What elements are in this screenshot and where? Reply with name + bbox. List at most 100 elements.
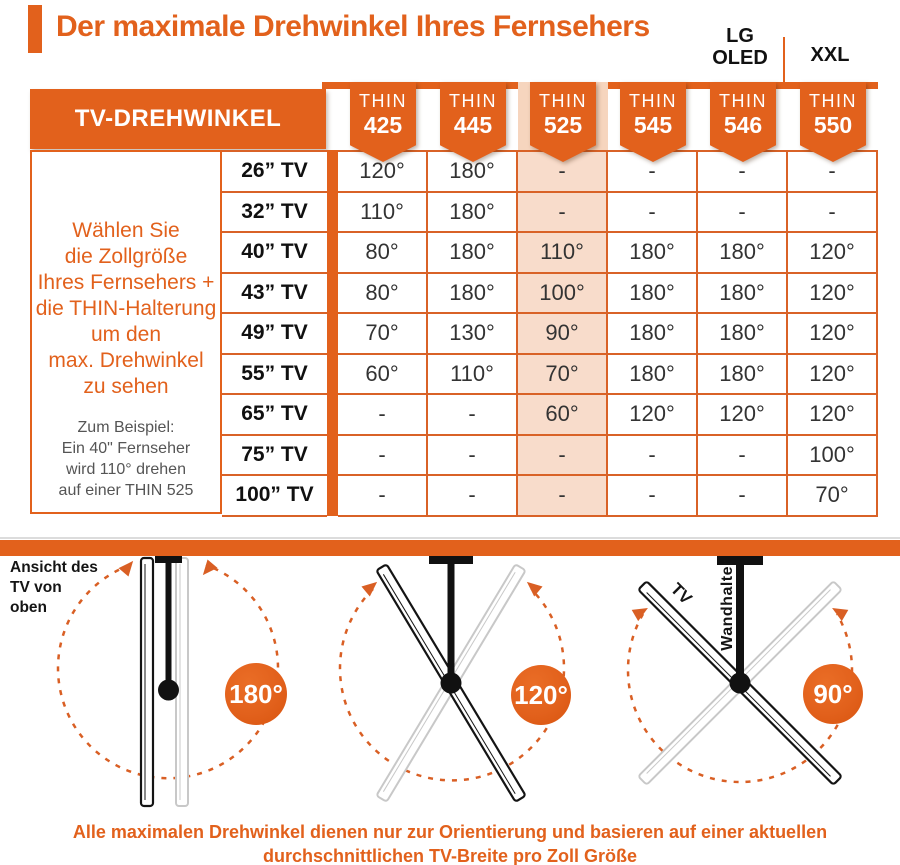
rotation-diagrams-svg (56, 556, 854, 808)
sidebar-instruction: Wählen Sie die Zollgröße Ihres Fernseher… (35, 219, 217, 399)
footer-note: Alle maximalen Drehwinkel dienen nur zur… (72, 822, 828, 865)
angle-cell: 110° (338, 192, 428, 233)
angle-cell: - (338, 476, 428, 517)
angle-table: 120° 180° - - - -110° 180° - - - -80° 180° 110° 180° 1… (338, 150, 878, 517)
angle-badge-180: 180° (225, 663, 287, 725)
angle-cell: 180° (608, 314, 698, 355)
view-from-above-label: Ansicht des TV von oben (10, 559, 98, 617)
angle-cell: 120° (788, 314, 878, 355)
angle-cell: 120° (338, 152, 428, 193)
ribbon: THIN 546 (710, 82, 776, 162)
angle-cell: 180° (698, 314, 788, 355)
wall-mount-arm (736, 559, 744, 683)
angle-cell: - (428, 395, 518, 436)
angle-cell: 70° (788, 476, 878, 517)
angle-cell: 180° (428, 233, 518, 274)
tv-ghost-position (175, 557, 189, 807)
angle-cell: 60° (338, 354, 428, 395)
angle-badge-90: 90° (803, 664, 863, 724)
angle-cell: - (608, 192, 698, 233)
diagram-90 (626, 556, 854, 785)
diagram-180 (56, 556, 280, 808)
angle-cell: 110° (518, 233, 608, 274)
row-label: 55” TV (222, 354, 327, 395)
table-divider-bar (327, 150, 338, 516)
tv-size-column: 26” TV 32” TV 40” TV 43” TV 49” TV 55” TV 65” … (222, 150, 327, 517)
angle-cell: 180° (428, 152, 518, 193)
sidebar-example: Zum Beispiel: Ein 40" Fernseher wird 110… (58, 419, 194, 499)
sidebar-panel: Wählen Sie die Zollgröße Ihres Fernseher… (30, 150, 222, 514)
angle-cell: - (698, 192, 788, 233)
angle-cell: - (428, 435, 518, 476)
tv-top-view (139, 556, 155, 808)
angle-cell: 120° (788, 354, 878, 395)
rotation-arrowhead (202, 559, 218, 576)
rotation-arc (338, 588, 566, 782)
row-label: 26” TV (222, 152, 327, 193)
ribbon-model: THIN (719, 91, 767, 111)
ribbon: THIN 425 (350, 82, 416, 162)
page-title: Der maximale Drehwinkel Ihres Fernsehers (56, 10, 650, 43)
angle-cell: - (518, 435, 608, 476)
mount-pivot (158, 679, 179, 701)
column-thin-525: THIN 525 (518, 82, 608, 162)
mount-pivot (729, 672, 751, 694)
angle-cell: 180° (608, 233, 698, 274)
title-accent-bar (28, 5, 42, 53)
diagram-120 (338, 556, 566, 802)
angle-cell: 120° (788, 395, 878, 436)
row-label: 32” TV (222, 192, 327, 233)
column-thin-445: THIN 445 (428, 82, 518, 162)
ribbon-model: THIN (449, 91, 497, 111)
angle-cell: 120° (788, 273, 878, 314)
rotation-arrowhead (118, 560, 134, 577)
wall-mount-arm (447, 559, 455, 683)
rotation-diagrams: Ansicht des TV von oben 180° 120° 90° TV… (0, 556, 900, 812)
ribbon-number: 546 (723, 111, 763, 138)
row-label: 75” TV (222, 435, 327, 476)
angle-cell: 180° (428, 273, 518, 314)
rotation-arrowhead (526, 581, 543, 597)
rotation-arrowhead (832, 608, 849, 622)
angle-cell: - (788, 192, 878, 233)
angle-cell: 90° (518, 314, 608, 355)
angle-cell: 180° (428, 192, 518, 233)
separator-shadow (0, 537, 900, 539)
angle-cell: 110° (428, 354, 518, 395)
angle-cell: 60° (518, 395, 608, 436)
row-label: 40” TV (222, 233, 327, 274)
ribbon-model: THIN (809, 91, 857, 111)
angle-badge-120: 120° (511, 665, 571, 725)
column-thin-546: THIN 546 (698, 82, 788, 162)
wall-mount-label: Wandhalter (719, 559, 736, 651)
angle-cell: 80° (338, 273, 428, 314)
column-thin-425: THIN 425 (338, 82, 428, 162)
column-headers: THIN 425 THIN 445 THIN 525 THIN 545 THIN 546 THIN 5… (338, 82, 878, 162)
ribbon-number: 550 (813, 111, 853, 138)
angle-cell: 180° (698, 233, 788, 274)
column-thin-550: THIN 550 (788, 82, 878, 162)
row-label: 65” TV (222, 395, 327, 436)
angle-cell: 70° (518, 354, 608, 395)
ribbon: THIN 445 (440, 82, 506, 162)
angle-cell: - (698, 435, 788, 476)
angle-cell: 120° (608, 395, 698, 436)
angle-cell: - (338, 435, 428, 476)
angle-cell: 70° (338, 314, 428, 355)
rotation-arrowhead (361, 581, 378, 597)
table-corner-header: TV-DREHWINKEL (30, 89, 326, 149)
table-corner-label: TV-DREHWINKEL (74, 105, 282, 132)
angle-cell: - (698, 476, 788, 517)
angle-cell: 180° (698, 354, 788, 395)
angle-cell: - (608, 476, 698, 517)
angle-cell: 100° (788, 435, 878, 476)
wall-mount-arm (165, 559, 172, 690)
angle-cell: 80° (338, 233, 428, 274)
column-thin-545: THIN 545 (608, 82, 698, 162)
ribbon-model: THIN (539, 91, 587, 111)
angle-cell: - (338, 395, 428, 436)
rotation-arrowhead (631, 608, 648, 622)
angle-cell: - (608, 435, 698, 476)
angle-cell: 180° (698, 273, 788, 314)
